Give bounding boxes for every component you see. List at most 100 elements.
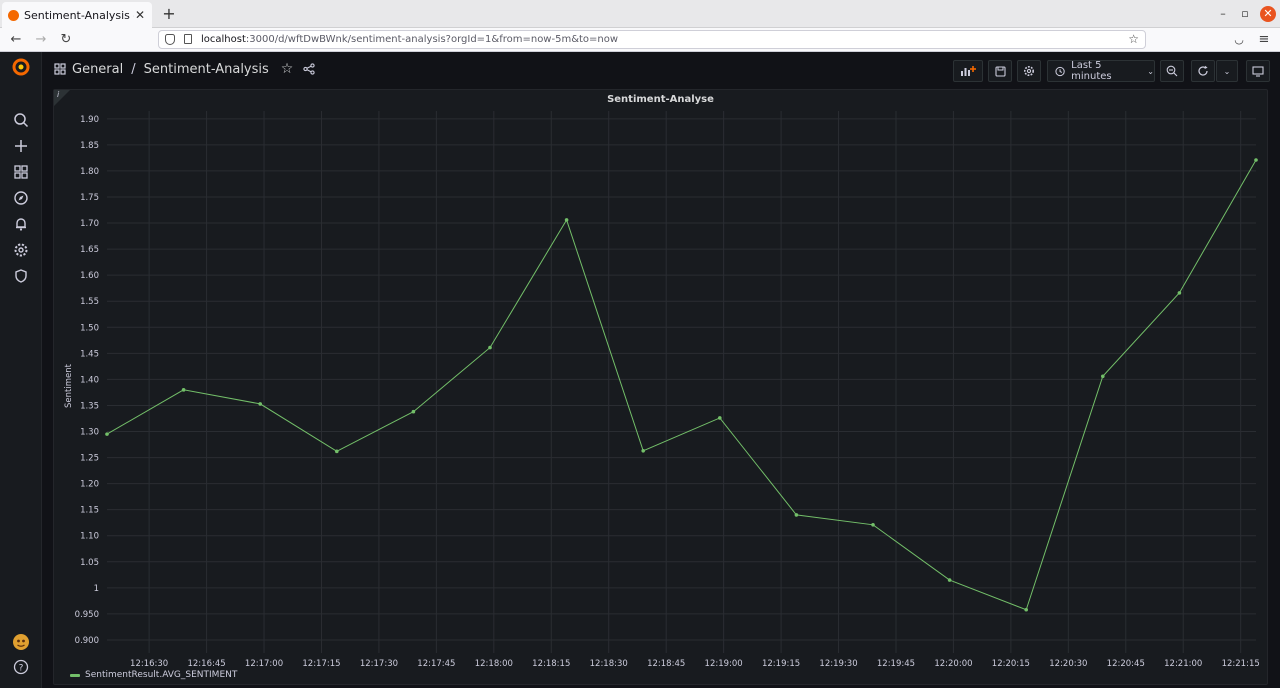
y-tick-label: 1.50 (80, 323, 99, 333)
y-tick-label: 1.30 (80, 428, 99, 438)
tracking-shield-icon[interactable] (165, 34, 175, 45)
panel-info-corner[interactable] (54, 90, 70, 106)
refresh-icon (1198, 65, 1208, 76)
data-point (411, 409, 416, 414)
y-tick-label: 1.40 (80, 375, 99, 385)
data-point (488, 345, 492, 350)
zoom-out-icon (1166, 65, 1178, 77)
app-menu-icon[interactable]: ≡ (1258, 32, 1270, 47)
x-tick-label: 12:17:15 (302, 659, 340, 669)
browser-nav-bar: ← → ↻ localhost:3000/d/wftDwBWnk/sentime… (0, 28, 1280, 52)
dashboard-grid-icon (54, 63, 66, 75)
y-tick-label: 1.75 (80, 193, 99, 203)
alerting-icon[interactable] (11, 214, 31, 234)
star-dashboard-icon[interactable]: ☆ (280, 61, 294, 77)
chart-svg[interactable]: 0.900 0.950 1 1.05 1.10 1.15 1.20 1.25 1.30 1.35 1… (54, 90, 1269, 686)
x-tick-label: 12:18:15 (532, 659, 570, 669)
dashboard-settings-button[interactable] (1017, 60, 1041, 82)
user-avatar[interactable] (11, 632, 31, 652)
x-tick-label: 12:18:45 (647, 659, 685, 669)
tab-close-icon[interactable]: ✕ (134, 8, 146, 22)
data-point (258, 402, 262, 406)
back-icon[interactable]: ← (10, 32, 22, 47)
data-point (564, 218, 569, 222)
x-tick-label: 12:17:00 (245, 659, 283, 669)
share-icon[interactable] (303, 63, 316, 75)
data-point (871, 522, 875, 527)
breadcrumb-separator: / (131, 61, 136, 77)
view-mode-button[interactable] (1246, 60, 1270, 82)
y-tick-label: 1.25 (80, 454, 99, 464)
dashboards-icon[interactable] (11, 162, 31, 182)
add-panel-button[interactable] (953, 60, 983, 82)
url-bar[interactable]: localhost:3000/d/wftDwBWnk/sentiment-ana… (158, 30, 1146, 49)
restore-window-icon[interactable]: ▫ (1241, 7, 1249, 20)
x-tick-label: 12:17:45 (417, 659, 455, 669)
save-icon (994, 65, 1006, 77)
panel-info-icon[interactable]: i (57, 90, 60, 99)
grafana-sidebar: ? (0, 52, 42, 688)
dashboard-top-nav: General / Sentiment-Analysis ☆ Last 5 mi… (42, 52, 1280, 88)
data-point (1024, 607, 1028, 612)
refresh-interval-dropdown[interactable]: ⌄ (1216, 60, 1238, 82)
reload-icon[interactable]: ↻ (60, 32, 72, 47)
search-icon[interactable] (11, 110, 31, 130)
x-tick-label: 12:16:45 (187, 659, 225, 669)
y-tick-label: 0.900 (75, 636, 99, 646)
save-dashboard-button[interactable] (988, 60, 1012, 82)
gear-icon (1024, 66, 1034, 76)
data-point (335, 449, 339, 454)
x-tick-label: 12:17:30 (360, 659, 398, 669)
browser-tab[interactable]: Sentiment-Analysis - Graf ✕ (2, 2, 152, 28)
shield-icon[interactable] (11, 266, 31, 286)
new-tab-button[interactable]: + (162, 4, 176, 23)
x-tick-label: 12:19:15 (762, 659, 800, 669)
y-tick-label: 1.85 (80, 141, 99, 151)
y-tick-label: 1.05 (80, 558, 99, 568)
time-range-picker[interactable]: Last 5 minutes ⌄ (1047, 60, 1155, 82)
y-tick-label: 1.20 (80, 480, 99, 490)
help-icon[interactable]: ? (11, 657, 31, 677)
page-info-icon[interactable] (184, 34, 192, 44)
x-tick-label: 12:20:30 (1049, 659, 1087, 669)
add-panel-icon (961, 66, 976, 76)
breadcrumb-folder-link[interactable]: General (72, 61, 124, 77)
tab-title: Sentiment-Analysis - Graf (24, 8, 134, 22)
pocket-icon[interactable]: ◡ (1234, 33, 1244, 46)
x-tick-label: 12:19:00 (705, 659, 743, 669)
y-tick-label: 1.10 (80, 532, 99, 542)
graph-panel: 0.900 0.950 1 1.05 1.10 1.15 1.20 1.25 1.30 1.35 1… (53, 89, 1268, 685)
zoom-out-button[interactable] (1160, 60, 1184, 82)
time-range-label: Last 5 minutes (1071, 60, 1112, 82)
x-tick-label: 12:18:00 (475, 659, 513, 669)
dashboard-title[interactable]: Sentiment-Analysis (143, 61, 269, 77)
y-tick-label: 0.950 (75, 610, 99, 620)
y-axis-label: Sentiment (64, 363, 74, 408)
settings-icon[interactable] (11, 240, 31, 260)
y-tick-label: 1.70 (80, 219, 99, 229)
y-tick-label: 1.90 (80, 115, 99, 125)
panel-title[interactable]: Sentiment-Analyse (607, 94, 714, 105)
breadcrumb: General / Sentiment-Analysis ☆ (54, 61, 316, 77)
x-tick-label: 12:21:15 (1222, 659, 1260, 669)
data-point (718, 416, 722, 420)
bookmark-star-icon[interactable]: ☆ (1128, 32, 1139, 46)
forward-icon[interactable]: → (35, 32, 47, 47)
plus-icon[interactable] (11, 136, 31, 156)
data-point (1177, 291, 1182, 295)
explore-icon[interactable] (11, 188, 31, 208)
legend-series-name[interactable]: SentimentResult.AVG_SENTIMENT (85, 670, 238, 680)
refresh-button[interactable] (1191, 60, 1215, 82)
minimize-window-icon[interactable]: – (1220, 7, 1226, 20)
close-window-icon[interactable]: ✕ (1260, 6, 1276, 22)
chevron-down-icon: ⌄ (1147, 66, 1154, 76)
data-point (947, 578, 952, 582)
y-tick-label: 1.55 (80, 297, 99, 307)
x-tick-label: 12:16:30 (130, 659, 168, 669)
data-point (1101, 374, 1105, 379)
data-point (641, 448, 645, 453)
grafana-logo-icon[interactable] (11, 57, 31, 77)
x-tick-label: 12:21:00 (1164, 659, 1202, 669)
chevron-down-icon: ⌄ (1223, 66, 1231, 76)
x-tick-label: 12:20:45 (1107, 659, 1145, 669)
